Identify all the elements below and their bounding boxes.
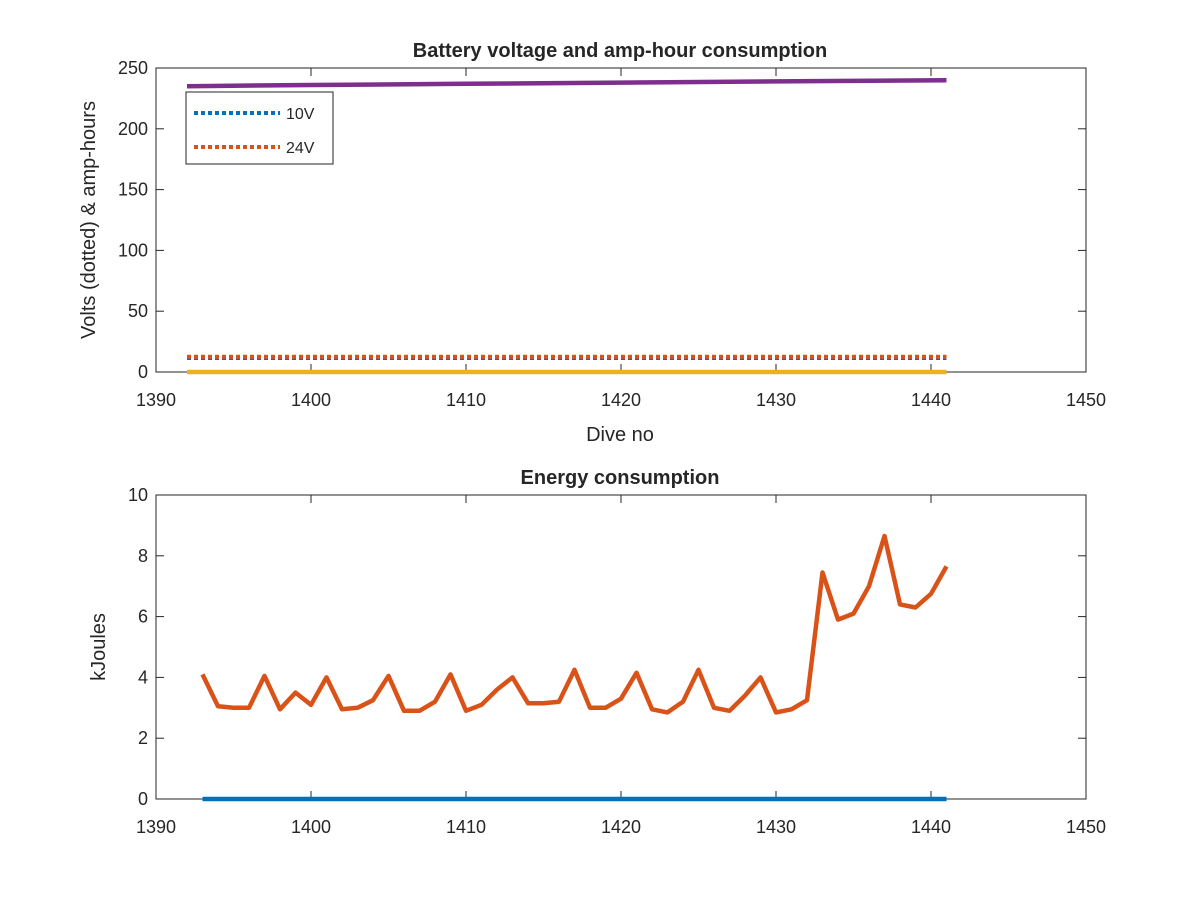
x-tick-label: 1410 <box>446 817 486 837</box>
x-tick-label: 1390 <box>136 390 176 410</box>
y-tick-label: 100 <box>118 240 148 260</box>
legend-box <box>185 91 334 165</box>
y-tick-label: 0 <box>138 789 148 809</box>
series-line-2 <box>186 77 947 89</box>
x-tick-label: 1430 <box>756 817 796 837</box>
chart-title: Energy consumption <box>521 467 720 489</box>
x-tick-label: 1420 <box>601 390 641 410</box>
y-tick-label: 250 <box>118 58 148 78</box>
x-tick-label: 1400 <box>291 817 331 837</box>
x-tick-label: 1410 <box>446 390 486 410</box>
y-tick-label: 50 <box>128 301 148 321</box>
y-tick-label: 150 <box>118 180 148 200</box>
x-tick-label: 1390 <box>136 817 176 837</box>
y-tick-label: 2 <box>138 728 148 748</box>
battery-chart: Battery voltage and amp-hour consumption… <box>78 40 1106 446</box>
chart-title: Battery voltage and amp-hour consumption <box>413 40 827 62</box>
y-tick-label: 4 <box>138 667 148 687</box>
energy-chart: Energy consumption kJoules 1390 1400 1410 1… <box>88 467 1106 837</box>
x-tick-label: 1430 <box>756 390 796 410</box>
x-tick-label: 1420 <box>601 817 641 837</box>
y-tick-label: 8 <box>138 546 148 566</box>
y-axis-label: Volts (dotted) & amp-hours <box>78 101 100 339</box>
x-tick-label: 1450 <box>1066 817 1106 837</box>
x-tick-label: 1440 <box>911 390 951 410</box>
x-tick-label: 1400 <box>291 390 331 410</box>
plot-area: 1390 1400 1410 1420 1430 1440 1450 0 2 4 6 8 10 <box>128 485 1106 837</box>
x-tick-label: 1440 <box>911 817 951 837</box>
y-tick-label: 6 <box>138 607 148 627</box>
legend-label-10v: 10V <box>286 106 315 123</box>
legend-label-24v: 24V <box>286 140 315 157</box>
y-tick-label: 200 <box>118 119 148 139</box>
x-axis-label: Dive no <box>586 424 654 446</box>
y-axis-label: kJoules <box>88 613 110 681</box>
x-tick-label: 1450 <box>1066 390 1106 410</box>
plot-area: 1390 1400 1410 1420 1430 1440 1450 0 50 100 150 200… <box>118 58 1106 410</box>
series-line-1 <box>200 533 949 715</box>
y-tick-label: 10 <box>128 485 148 505</box>
y-tick-label: 0 <box>138 362 148 382</box>
